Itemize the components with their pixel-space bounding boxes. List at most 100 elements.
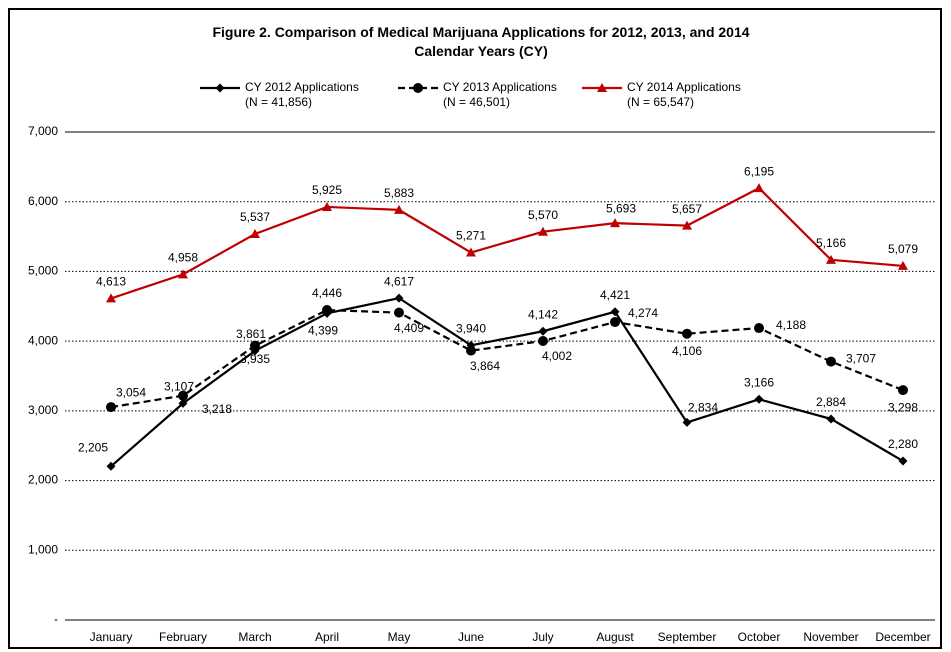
marker <box>106 402 116 413</box>
x-tick-label: October <box>738 630 781 644</box>
data-label: 4,274 <box>628 306 658 320</box>
x-tick-label: May <box>388 630 411 644</box>
marker <box>754 183 764 193</box>
data-label: 3,298 <box>888 400 918 414</box>
marker <box>106 293 116 303</box>
marker <box>682 220 692 230</box>
data-label: 3,935 <box>240 352 270 366</box>
data-label: 3,707 <box>846 352 876 366</box>
marker <box>322 201 332 211</box>
data-label: 5,271 <box>456 229 486 243</box>
series <box>106 305 908 413</box>
data-label: 3,054 <box>116 385 146 399</box>
legend-label: CY 2012 Applications <box>245 80 359 94</box>
data-label: 4,613 <box>96 275 126 289</box>
data-label: 5,537 <box>240 210 270 224</box>
x-tick-label: January <box>90 630 133 644</box>
marker <box>538 326 548 336</box>
data-label: 3,864 <box>470 359 500 373</box>
data-label: 2,205 <box>78 440 108 454</box>
marker <box>538 226 548 236</box>
data-label: 6,195 <box>744 164 774 178</box>
data-label: 4,188 <box>776 318 806 332</box>
y-tick-label: 5,000 <box>28 264 58 278</box>
x-tick-label: August <box>596 630 634 644</box>
y-tick-label: - <box>54 612 58 626</box>
marker <box>178 269 188 279</box>
marker <box>250 228 260 238</box>
marker <box>106 461 116 471</box>
data-label: 5,079 <box>888 242 918 256</box>
marker <box>682 417 692 427</box>
legend-label: CY 2014 Applications <box>627 80 741 94</box>
marker <box>178 398 188 408</box>
marker <box>682 328 692 339</box>
data-label: 5,925 <box>312 183 342 197</box>
y-tick-label: 1,000 <box>28 542 58 556</box>
data-label: 4,958 <box>168 251 198 265</box>
y-tick-label: 3,000 <box>28 403 58 417</box>
data-label: 2,280 <box>888 437 918 451</box>
legend-note: (N = 46,501) <box>443 95 510 109</box>
data-label: 4,399 <box>308 323 338 337</box>
y-tick-label: 4,000 <box>28 333 58 347</box>
x-tick-label: December <box>875 630 930 644</box>
line <box>110 186 904 300</box>
marker <box>826 414 836 424</box>
data-label: 3,166 <box>744 375 774 389</box>
data-label: 4,446 <box>312 286 342 300</box>
legend-label: CY 2013 Applications <box>443 80 557 94</box>
x-tick-label: September <box>658 630 717 644</box>
marker <box>610 317 620 328</box>
marker <box>610 218 620 228</box>
x-tick-label: March <box>238 630 271 644</box>
data-label: 3,218 <box>202 402 232 416</box>
data-label: 4,409 <box>394 321 424 335</box>
marker <box>394 307 404 318</box>
x-tick-label: June <box>458 630 484 644</box>
marker <box>610 307 620 317</box>
series <box>106 183 908 303</box>
data-label: 5,657 <box>672 202 702 216</box>
marker <box>597 83 607 92</box>
data-label: 5,570 <box>528 208 558 222</box>
marker <box>466 247 476 257</box>
y-tick-label: 6,000 <box>28 194 58 208</box>
marker <box>826 356 836 367</box>
marker <box>215 83 225 93</box>
y-tick-label: 2,000 <box>28 473 58 487</box>
marker <box>754 394 764 404</box>
marker <box>898 385 908 396</box>
data-label: 5,693 <box>606 201 636 215</box>
marker <box>413 83 423 93</box>
data-label: 3,940 <box>456 321 486 335</box>
y-tick-label: 7,000 <box>28 124 58 138</box>
marker <box>250 340 260 351</box>
data-label: 4,002 <box>542 349 572 363</box>
data-label: 5,166 <box>816 236 846 250</box>
line <box>110 308 904 409</box>
legend-note: (N = 41,856) <box>245 95 312 109</box>
marker <box>394 204 404 214</box>
x-tick-label: July <box>532 630 553 644</box>
marker <box>322 305 332 316</box>
chart-title: Figure 2. Comparison of Medical Marijuan… <box>212 24 749 59</box>
marker <box>826 254 836 264</box>
chart-frame <box>8 8 942 649</box>
line <box>110 296 904 468</box>
data-label: 2,884 <box>816 395 846 409</box>
x-tick-label: February <box>159 630 207 644</box>
marker <box>898 260 908 270</box>
marker <box>898 456 908 466</box>
marker <box>466 345 476 356</box>
data-label: 3,107 <box>164 380 194 394</box>
x-tick-label: November <box>803 630 858 644</box>
data-label: 5,883 <box>384 186 414 200</box>
data-label: 4,106 <box>672 344 702 358</box>
marker <box>754 323 764 334</box>
data-label: 4,617 <box>384 274 414 288</box>
data-label: 2,834 <box>688 401 718 415</box>
marker <box>394 293 404 303</box>
marker <box>538 336 548 347</box>
